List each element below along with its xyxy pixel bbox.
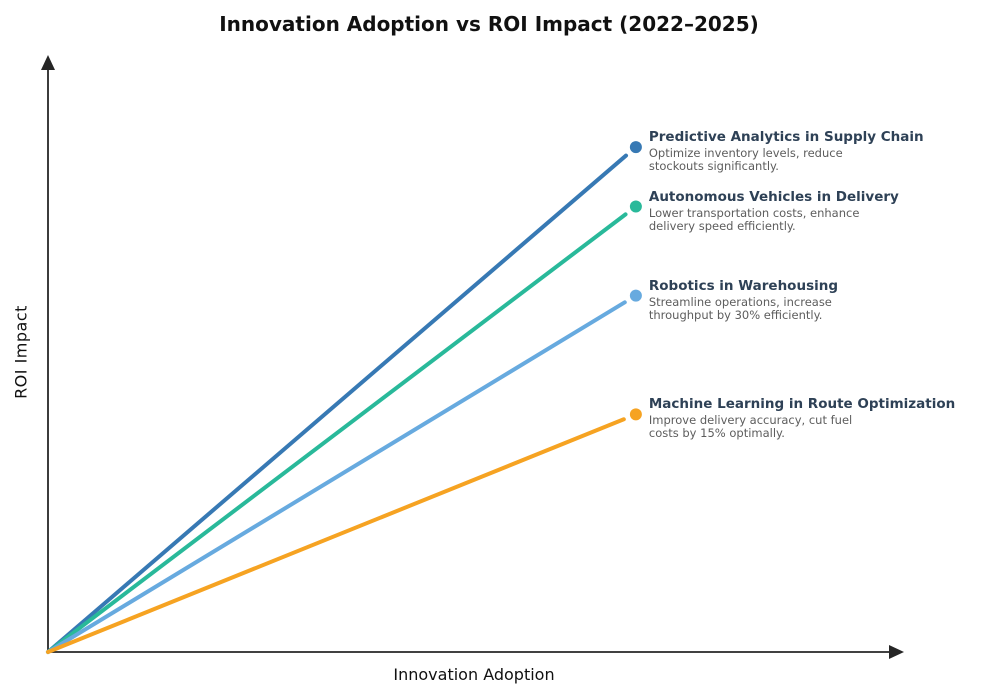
series-line bbox=[46, 300, 627, 654]
series-annotation-title: Machine Learning in Route Optimization bbox=[648, 396, 956, 413]
series-annotation: Autonomous Vehicles in Delivery Lower tra… bbox=[649, 189, 979, 233]
series-annotation-description: Improve delivery accuracy, cut fuel cost… bbox=[648, 413, 853, 441]
x-axis-arrowhead-icon bbox=[889, 645, 904, 659]
series-annotation-title: Predictive Analytics in Supply Chain bbox=[648, 129, 924, 146]
series-marker bbox=[629, 200, 642, 213]
y-axis-arrowhead-icon bbox=[41, 55, 55, 70]
x-axis-label: Innovation Adoption bbox=[393, 665, 555, 684]
chart-title: Innovation Adoption vs ROI Impact (2022–… bbox=[219, 12, 759, 36]
series-annotation-description: Lower transportation costs, enhance deli… bbox=[648, 205, 860, 233]
series-annotation: Robotics in Warehousing Streamline operat… bbox=[649, 278, 979, 322]
series-annotation: Machine Learning in Route Optimization Im… bbox=[649, 396, 979, 440]
series-annotation-title: Robotics in Warehousing bbox=[648, 277, 839, 294]
series-annotation-title: Autonomous Vehicles in Delivery bbox=[648, 188, 899, 205]
y-axis-label: ROI Impact bbox=[11, 305, 31, 399]
series-marker bbox=[629, 289, 642, 302]
series-line bbox=[46, 153, 629, 654]
series-marker bbox=[629, 141, 642, 154]
series-annotation-description: Optimize inventory levels, reduce stocko… bbox=[648, 146, 843, 174]
series-marker bbox=[629, 408, 642, 421]
series-line bbox=[46, 417, 626, 654]
series-annotation-description: Streamline operations, increase throughp… bbox=[648, 294, 832, 322]
series-annotation: Predictive Analytics in Supply Chain Opti… bbox=[649, 129, 979, 173]
series-line bbox=[46, 212, 628, 654]
